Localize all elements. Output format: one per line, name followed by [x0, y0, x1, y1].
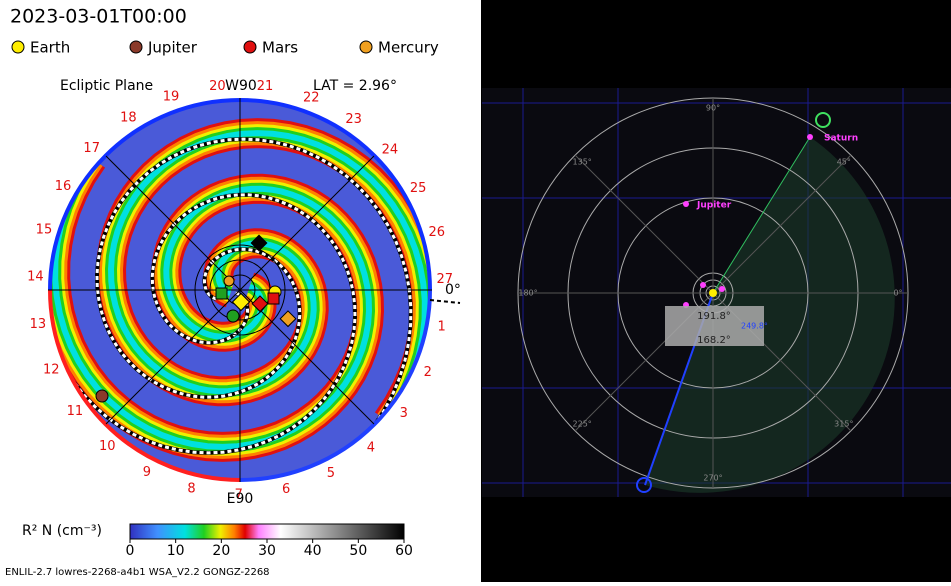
legend-label: Jupiter — [147, 39, 198, 57]
sector-label: 24 — [382, 143, 399, 158]
legend-marker — [11, 40, 25, 54]
angle-label: 0° — [893, 289, 902, 298]
colorbar-tick-label: 0 — [126, 543, 135, 559]
bottom-label: E90 — [227, 491, 254, 507]
sector-label: 23 — [345, 112, 362, 127]
angle-label: 270° — [703, 474, 722, 483]
spiral-dash — [50, 164, 357, 455]
colorbar-tick-label: 20 — [212, 543, 230, 559]
angle-label: 225° — [573, 419, 592, 428]
angle-label: 45° — [837, 158, 851, 167]
colorbar-tick-label: 50 — [349, 543, 367, 559]
legend-marker — [359, 40, 373, 54]
timestamp: 2023-03-01T00:00 — [10, 6, 187, 28]
colorbar-ticks: 0 10 20 30 40 50 60 — [126, 539, 413, 559]
lat-label: LAT = 2.96° — [313, 78, 397, 94]
legend-label: Earth — [30, 39, 70, 57]
spiral-dash — [95, 137, 413, 428]
colorbar-tick-label: 40 — [304, 543, 322, 559]
sector-label: 6 — [282, 482, 290, 497]
right-label: 0° — [445, 282, 461, 298]
rim-blue — [239, 289, 432, 482]
sector-label: 1 — [438, 319, 446, 334]
sector-label: 8 — [187, 482, 195, 497]
sector-label: 9 — [143, 465, 151, 480]
sector-label: 17 — [83, 141, 100, 156]
sector-label: 19 — [163, 89, 180, 104]
sector-label: 22 — [303, 90, 320, 105]
sector-label: 14 — [27, 269, 44, 284]
planet-markers — [95, 234, 297, 403]
sector-label: 3 — [400, 406, 408, 421]
angle-label: 135° — [573, 158, 592, 167]
sector-label: 20 — [209, 79, 226, 94]
colorbar-tick-label: 60 — [395, 543, 413, 559]
footer: ENLIL-2.7 lowres-2268-a4b1 WSA_V2.2 GONG… — [5, 567, 270, 578]
readout: 249.8° — [741, 322, 768, 331]
legend-marker — [129, 40, 143, 54]
colorbar-label: R² N (cm⁻³) — [22, 523, 102, 539]
rim-blue — [48, 98, 241, 291]
sector-label: 13 — [30, 317, 47, 332]
sector-label: 11 — [67, 404, 84, 419]
legend: Earth Jupiter Mars Mercury — [11, 39, 439, 57]
plane-label: Ecliptic Plane — [60, 78, 153, 94]
sector-label: 12 — [43, 363, 60, 378]
sector-label: 4 — [367, 440, 375, 455]
sector-label: 5 — [327, 466, 335, 481]
sector-label: 21 — [257, 79, 274, 94]
sector-label: 16 — [55, 179, 72, 194]
rim-red — [48, 289, 241, 482]
spiral-band — [52, 157, 373, 450]
angle-label: 180° — [518, 289, 537, 298]
sector-label: 7 — [235, 487, 243, 502]
rim-blue — [239, 98, 432, 291]
legend-marker — [243, 40, 257, 54]
colorbar — [129, 523, 405, 540]
sector-label: 18 — [120, 111, 137, 126]
orbit-plot — [482, 88, 951, 497]
planet-label: Saturn — [824, 134, 858, 144]
spirals — [50, 118, 430, 462]
sector-label: 26 — [428, 225, 445, 240]
colorbar-tick-label: 30 — [258, 543, 276, 559]
legend-label: Mars — [262, 39, 298, 57]
readout: 191.8° — [697, 311, 731, 322]
angle-label: 90° — [706, 104, 720, 113]
axes — [48, 98, 461, 482]
colorbar-tick-label: 10 — [167, 543, 185, 559]
planet-label: Jupiter — [696, 201, 732, 211]
legend-label: Mercury — [378, 39, 439, 57]
angle-label: 315° — [834, 419, 853, 428]
sector-label: 2 — [424, 365, 432, 380]
angle-labels: 0° 45° 90° 135° 180° 225° 270° 315° — [518, 104, 902, 483]
sector-label: 25 — [410, 181, 427, 196]
sector-label: 10 — [99, 439, 116, 454]
sector-label: 27 — [436, 272, 453, 287]
sector-label: 15 — [36, 223, 53, 238]
top-label: W90 — [225, 78, 257, 94]
readout: 168.2° — [697, 335, 731, 346]
